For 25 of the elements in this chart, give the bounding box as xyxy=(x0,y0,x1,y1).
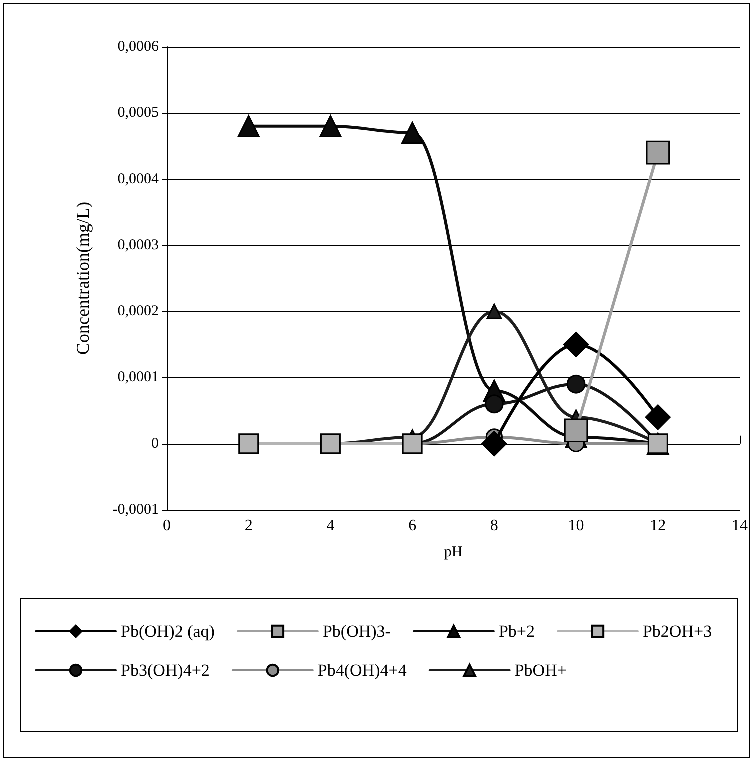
x-tick-label: 4 xyxy=(326,518,335,534)
y-tick-label: 0,0001 xyxy=(118,370,159,386)
x-tick-label: 14 xyxy=(732,518,748,534)
legend-label: Pb2OH+3 xyxy=(642,622,712,641)
legend-label: Pb+2 xyxy=(498,622,535,641)
x-tick-label: 6 xyxy=(408,518,417,534)
legend-label: Pb(OH)2 (aq) xyxy=(121,622,215,641)
legend-label: Pb4(OH)4+4 xyxy=(318,661,408,680)
y-tick-label: 0,0006 xyxy=(118,39,160,55)
x-axis-title: pH xyxy=(444,544,463,560)
x-tick-label: 10 xyxy=(568,518,584,534)
legend-label: PbOH+ xyxy=(514,661,567,680)
y-tick-label: 0 xyxy=(152,436,159,452)
y-tick-label: 0,0005 xyxy=(118,105,159,122)
x-tick-label: 2 xyxy=(244,518,253,534)
legend-label: Pb3(OH)4+2 xyxy=(121,661,210,680)
x-tick-label: 12 xyxy=(650,518,666,534)
legend-label: Pb(OH)3- xyxy=(322,622,392,641)
y-tick-label: -0,0001 xyxy=(112,502,159,518)
x-tick-label: 8 xyxy=(490,518,498,534)
y-tick-label: 0,0003 xyxy=(118,237,159,254)
y-axis-title: Concentration(mg/L) xyxy=(73,202,93,355)
x-tick-label: 0 xyxy=(163,518,171,534)
y-tick-label: 0,0002 xyxy=(118,304,159,320)
y-tick-label: 0,0004 xyxy=(118,171,160,188)
